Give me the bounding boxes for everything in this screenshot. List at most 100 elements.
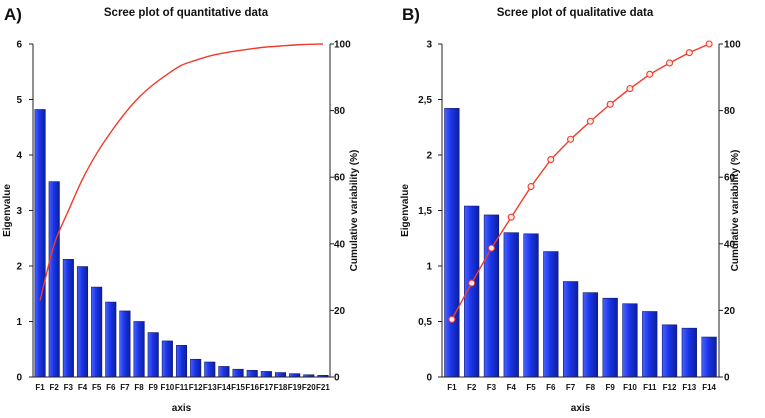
bar-F14 xyxy=(218,366,230,378)
x-tick-label: F10 xyxy=(623,383,637,392)
chart-title: Scree plot of quantitative data xyxy=(104,7,269,19)
x-tick-label: F14 xyxy=(702,383,716,392)
y2-tick-label: 20 xyxy=(334,306,346,317)
cumulative-variability-line xyxy=(39,43,323,301)
y-tick-label: 1,5 xyxy=(418,206,432,217)
cumulative-point-F8 xyxy=(586,117,594,125)
chart-title: Scree plot of qualitative data xyxy=(497,7,654,19)
y2-axis-title: Cumulative variability (%) xyxy=(730,150,741,272)
x-axis-title: axis xyxy=(571,403,591,414)
y-tick-label: 5 xyxy=(16,95,22,106)
bar-F6 xyxy=(105,301,117,378)
bar-F11 xyxy=(175,345,188,378)
cumulative-point-F13 xyxy=(685,49,693,57)
y2-tick-label: 100 xyxy=(334,40,351,51)
x-tick-label: F12 xyxy=(663,383,677,392)
x-tick-label: F7 xyxy=(120,383,130,392)
cumulative-point-F7 xyxy=(567,135,575,143)
x-tick-label: F6 xyxy=(546,383,556,392)
bar-F6 xyxy=(543,251,559,378)
bar-F12 xyxy=(661,324,678,378)
y-axis-title: Eigenvalue xyxy=(2,184,13,237)
x-tick-label: F1 xyxy=(447,383,457,392)
x-tick-label: F18 xyxy=(274,383,288,392)
y-tick-label: 0,5 xyxy=(418,317,432,328)
y-tick-label: 6 xyxy=(16,40,22,51)
x-tick-label: F16 xyxy=(245,383,259,392)
y-tick-label: 0 xyxy=(426,373,432,384)
x-tick-label: F3 xyxy=(64,383,74,392)
x-tick-label: F2 xyxy=(50,383,60,392)
y-tick-label: 1 xyxy=(426,262,432,273)
y-tick-label: 2 xyxy=(16,262,22,273)
bar-F5 xyxy=(91,286,103,378)
bar-F8 xyxy=(582,292,599,378)
y-tick-label: 4 xyxy=(16,151,22,162)
bar-F9 xyxy=(602,297,618,378)
bar-F4 xyxy=(76,266,89,378)
x-tick-label: F15 xyxy=(231,383,245,392)
y2-tick-label: 0 xyxy=(334,373,340,384)
x-tick-label: F5 xyxy=(526,383,536,392)
cumulative-point-F12 xyxy=(665,59,674,67)
x-tick-label: F13 xyxy=(682,383,696,392)
x-tick-label: F11 xyxy=(175,383,189,392)
cumulative-point-F6 xyxy=(547,156,555,164)
x-tick-label: F4 xyxy=(78,383,88,392)
x-tick-label: F9 xyxy=(606,383,616,392)
y-tick-label: 2,5 xyxy=(418,95,432,106)
x-tick-label: F13 xyxy=(203,383,217,392)
x-tick-label: F21 xyxy=(316,383,330,392)
cumulative-point-F1 xyxy=(448,315,456,323)
y2-tick-label: 0 xyxy=(724,373,730,384)
bar-F16 xyxy=(246,370,258,378)
x-tick-label: F1 xyxy=(35,383,45,392)
bar-F13 xyxy=(204,361,216,378)
bar-F11 xyxy=(642,311,658,378)
cumulative-point-F4 xyxy=(507,213,515,221)
bar-F5 xyxy=(523,233,539,378)
bar-F8 xyxy=(133,321,145,378)
bar-F15 xyxy=(232,368,244,378)
x-tick-label: F20 xyxy=(302,383,316,392)
y-tick-label: 1 xyxy=(16,317,22,328)
y2-tick-label: 40 xyxy=(724,239,736,250)
bar-F18 xyxy=(274,372,287,378)
x-tick-label: F19 xyxy=(288,383,302,392)
bar-F14 xyxy=(701,336,717,378)
x-tick-label: F17 xyxy=(259,383,273,392)
y2-tick-label: 80 xyxy=(724,106,736,117)
y-axis-title: Eigenvalue xyxy=(400,184,411,237)
y2-tick-label: 60 xyxy=(724,173,736,184)
cumulative-variability-line xyxy=(451,43,710,320)
y-tick-label: 0 xyxy=(16,373,22,384)
bar-F3 xyxy=(62,259,74,378)
x-tick-label: F6 xyxy=(106,383,116,392)
y2-tick-label: 100 xyxy=(724,40,741,51)
x-tick-label: F11 xyxy=(643,383,657,392)
bar-F10 xyxy=(622,303,638,378)
x-tick-label: F3 xyxy=(487,383,497,392)
x-tick-label: F7 xyxy=(566,383,576,392)
cumulative-point-F10 xyxy=(626,85,634,93)
x-tick-label: F2 xyxy=(467,383,477,392)
panel-letter: B) xyxy=(402,5,420,24)
cumulative-point-F11 xyxy=(646,70,654,78)
cumulative-point-F9 xyxy=(606,100,614,108)
x-tick-label: F8 xyxy=(134,383,144,392)
scree-plot-quantitative: A) Scree plot of quantitative data 0 1 2 3 4 5 6… xyxy=(2,5,360,414)
bar-F4 xyxy=(503,232,519,378)
y2-axis-title: Cumulative variability (%) xyxy=(349,150,360,272)
scree-plot-qualitative: B) Scree plot of qualitative data 0 0,5 1 1,5… xyxy=(400,5,741,414)
x-axis-title: axis xyxy=(172,403,192,414)
bar-F10 xyxy=(161,340,173,378)
x-tick-label: F10 xyxy=(160,383,174,392)
y-tick-label: 2 xyxy=(426,151,432,162)
x-tick-label: F8 xyxy=(586,383,596,392)
bar-F2 xyxy=(48,181,60,378)
bar-F9 xyxy=(147,332,159,378)
y2-tick-label: 80 xyxy=(334,106,346,117)
bar-F1 xyxy=(34,109,46,378)
x-tick-label: F9 xyxy=(149,383,159,392)
